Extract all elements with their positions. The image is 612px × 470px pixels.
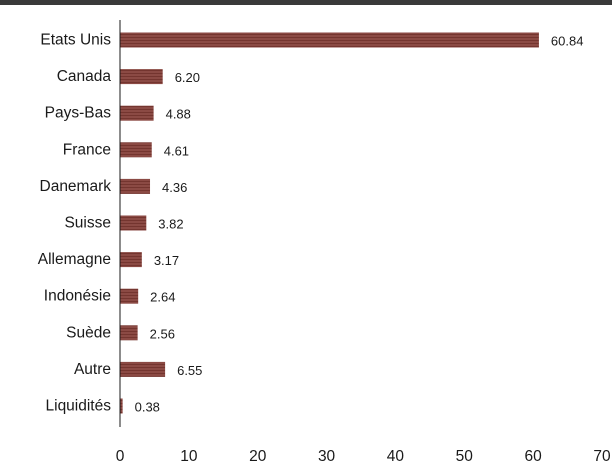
data-label-8: 2.56 [150, 326, 175, 341]
x-tick-label-7: 70 [593, 448, 611, 465]
x-tick-label-2: 20 [249, 448, 267, 465]
bar-9 [120, 361, 166, 377]
category-label-3: France [63, 141, 111, 158]
bar-1 [120, 69, 163, 85]
data-label-3: 4.61 [164, 143, 189, 158]
bar-10 [120, 398, 123, 414]
bar-4 [120, 178, 151, 194]
data-label-10: 0.38 [135, 400, 160, 415]
data-label-2: 4.88 [166, 107, 191, 122]
category-label-6: Allemagne [38, 251, 111, 268]
data-label-5: 3.82 [158, 217, 183, 232]
bar-8 [120, 325, 138, 341]
top-rule [0, 0, 612, 5]
category-label-5: Suisse [64, 215, 111, 232]
data-label-0: 60.84 [551, 34, 584, 49]
bar-0 [120, 32, 539, 48]
bar-7 [120, 288, 139, 304]
category-label-4: Danemark [40, 178, 112, 195]
data-labels: 60.84 6.20 4.88 4.61 4.36 3.82 3.17 2.64 2.56 6.5… [135, 34, 584, 415]
x-tick-label-3: 30 [318, 448, 336, 465]
x-tick-label-4: 40 [387, 448, 405, 465]
data-label-1: 6.20 [175, 70, 200, 85]
bars-group [120, 32, 539, 414]
data-label-9: 6.55 [177, 363, 202, 378]
data-label-6: 3.17 [154, 253, 179, 268]
bar-5 [120, 215, 147, 231]
x-tick-label-0: 0 [116, 448, 125, 465]
x-tick-label-1: 10 [180, 448, 198, 465]
data-label-7: 2.64 [150, 290, 175, 305]
bar-6 [120, 252, 142, 268]
category-label-2: Pays-Bas [45, 105, 112, 122]
category-label-8: Suède [66, 324, 111, 341]
category-label-9: Autre [74, 361, 111, 378]
x-tick-label-6: 60 [525, 448, 543, 465]
category-labels: Etats Unis Canada Pays-Bas France Danemark Su… [38, 32, 112, 415]
x-tick-label-5: 50 [456, 448, 474, 465]
category-label-10: Liquidités [46, 398, 112, 415]
category-label-1: Canada [57, 68, 112, 85]
x-tick-labels: 0 10 20 30 40 50 60 70 [116, 448, 611, 465]
data-label-4: 4.36 [162, 180, 187, 195]
category-label-7: Indonésie [44, 288, 111, 305]
category-label-0: Etats Unis [40, 32, 111, 49]
bar-2 [120, 105, 154, 121]
bar-3 [120, 142, 152, 158]
